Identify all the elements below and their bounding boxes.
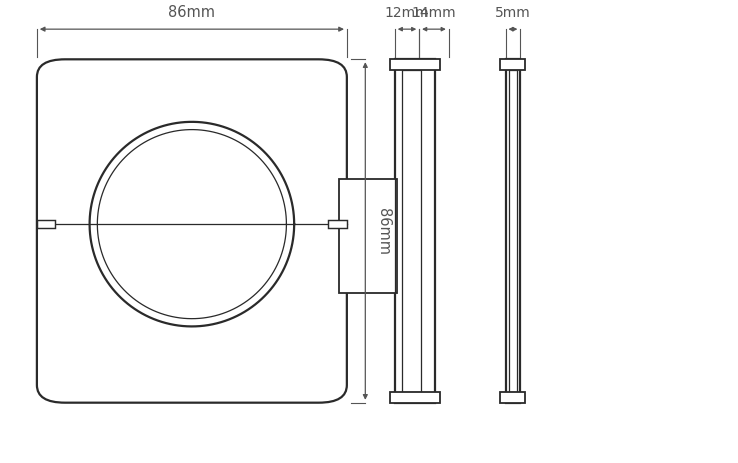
Text: 86mm: 86mm	[376, 208, 391, 255]
Bar	[390, 60, 440, 70]
Bar	[500, 393, 525, 403]
Bar	[506, 60, 520, 403]
Bar	[395, 60, 435, 403]
Bar	[509, 70, 517, 393]
Text: 5mm: 5mm	[495, 6, 531, 20]
Bar	[402, 70, 421, 393]
FancyBboxPatch shape	[37, 60, 347, 403]
Text: 12mm: 12mm	[384, 6, 430, 20]
Bar	[339, 180, 397, 293]
Bar	[390, 393, 440, 403]
Bar	[37, 220, 55, 229]
Bar	[328, 220, 347, 229]
Text: 86mm: 86mm	[168, 5, 215, 20]
Bar	[500, 60, 525, 70]
Text: 14mm: 14mm	[412, 6, 456, 20]
